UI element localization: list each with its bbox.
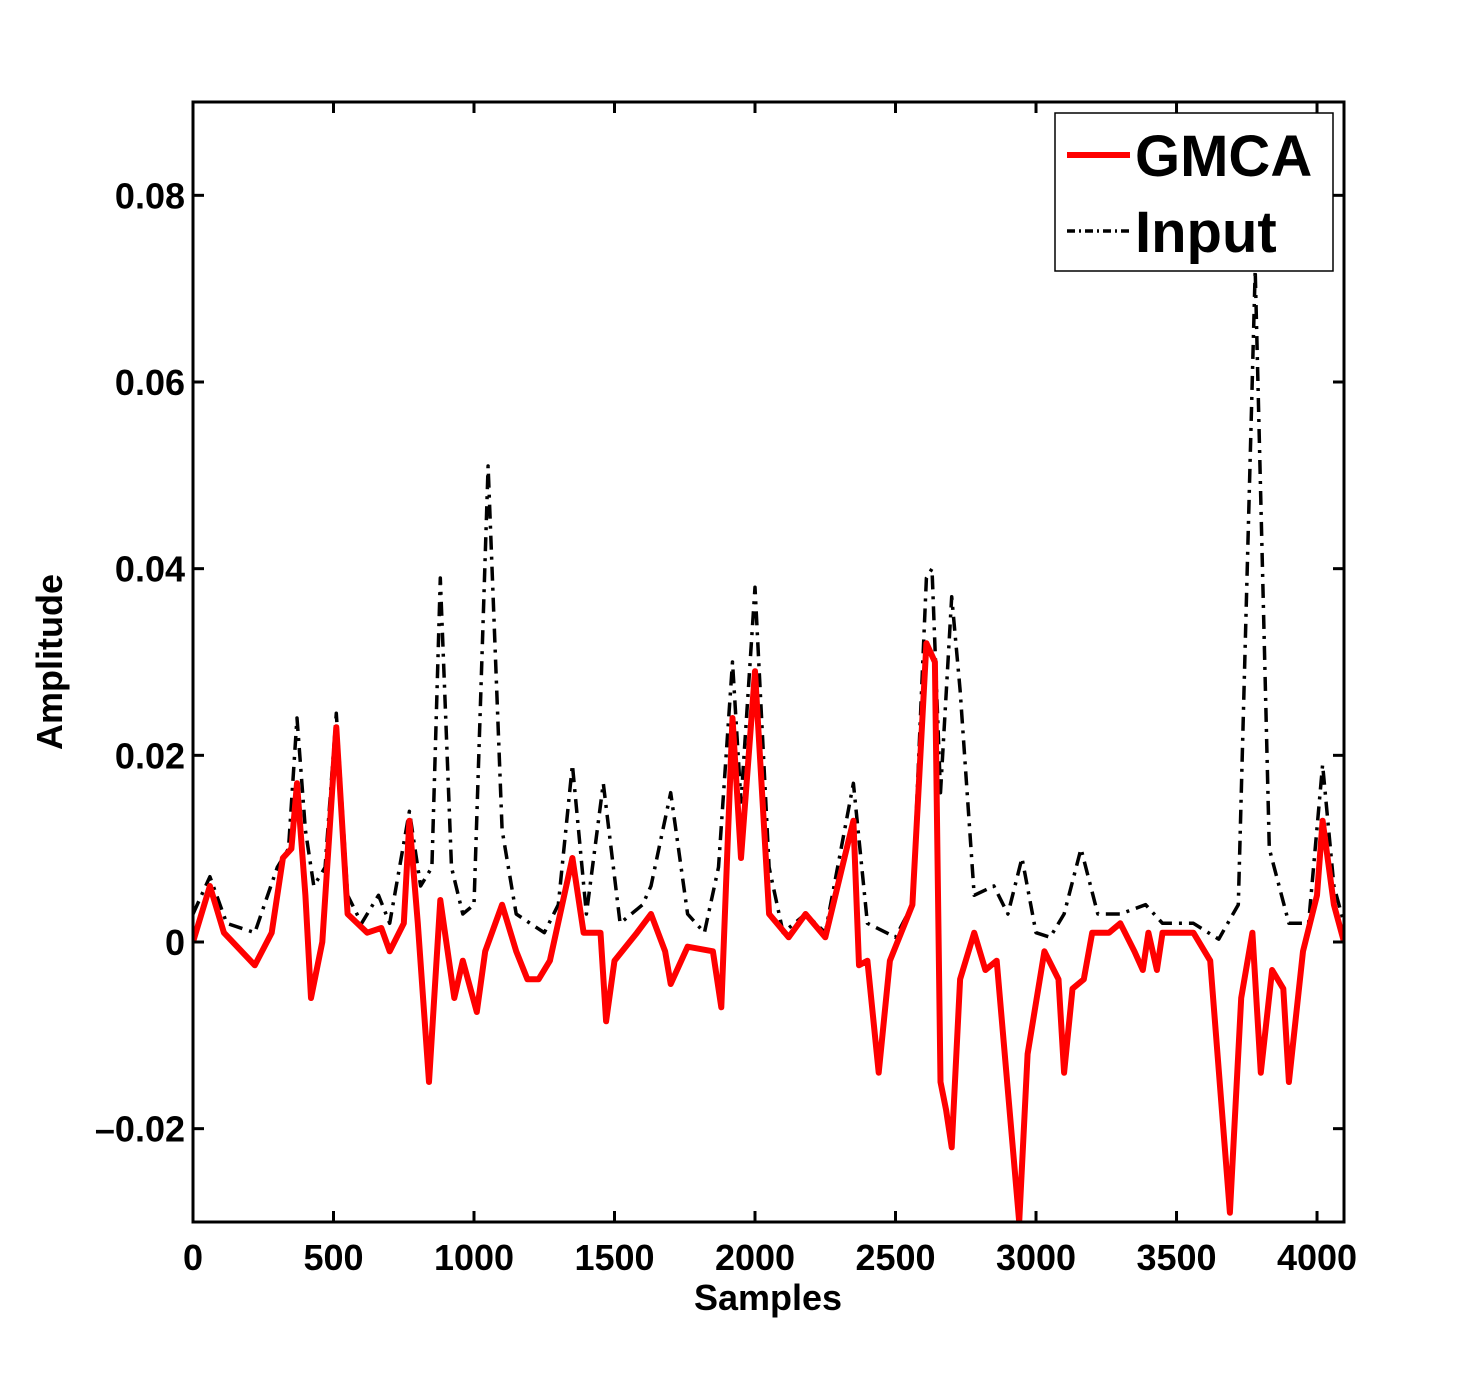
y-tick-label: 0.08: [115, 175, 185, 216]
data-line: [193, 640, 1344, 1222]
x-tick-label: 2000: [715, 1237, 795, 1278]
x-tick-label: 2500: [855, 1237, 935, 1278]
x-tick-label: 4000: [1277, 1237, 1357, 1278]
x-tick-label: 3000: [996, 1237, 1076, 1278]
y-tick-label: –0.02: [95, 1109, 185, 1150]
x-axis-label: Samples: [694, 1277, 842, 1318]
x-tick-label: 3500: [1136, 1237, 1216, 1278]
legend-label: GMCA: [1135, 124, 1312, 189]
y-tick-label: 0.04: [115, 549, 185, 590]
y-axis-label: Amplitude: [29, 574, 70, 750]
x-tick-label: 1000: [434, 1237, 514, 1278]
x-tick-label: 0: [183, 1237, 203, 1278]
x-tick-label: 500: [303, 1237, 363, 1278]
data-line: [193, 268, 1344, 941]
y-tick-label: 0.06: [115, 362, 185, 403]
y-tick-label: 0.02: [115, 735, 185, 776]
legend-label: Input: [1135, 200, 1277, 265]
plot-area: [193, 268, 1344, 1222]
y-tick-label: 0: [165, 922, 185, 963]
legend-box: [1054, 112, 1334, 272]
plot-frame: [191, 100, 1346, 1224]
x-tick-label: 1500: [574, 1237, 654, 1278]
